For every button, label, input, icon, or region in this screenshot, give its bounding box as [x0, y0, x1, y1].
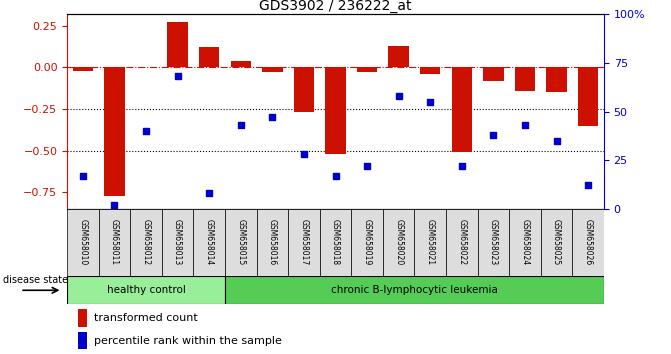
Bar — [541, 209, 572, 276]
Bar — [509, 209, 541, 276]
Point — [393, 93, 404, 99]
Point — [456, 163, 467, 169]
Point — [267, 115, 278, 120]
Bar — [483, 67, 504, 81]
Bar — [357, 67, 377, 73]
Text: GSM658012: GSM658012 — [142, 219, 150, 266]
Text: GSM658025: GSM658025 — [552, 219, 561, 266]
Bar — [515, 67, 535, 91]
Point — [204, 190, 215, 196]
Bar — [389, 46, 409, 67]
Point — [172, 74, 183, 79]
Text: percentile rank within the sample: percentile rank within the sample — [94, 336, 282, 346]
Bar — [262, 67, 282, 73]
Bar — [104, 67, 125, 195]
Bar — [130, 209, 162, 276]
Bar — [99, 209, 130, 276]
Bar — [572, 209, 604, 276]
Point — [519, 122, 530, 128]
Text: GSM658020: GSM658020 — [394, 219, 403, 266]
Bar — [67, 209, 99, 276]
Text: GSM658011: GSM658011 — [110, 219, 119, 266]
Bar — [352, 209, 383, 276]
Bar — [325, 67, 346, 154]
Text: GSM658024: GSM658024 — [521, 219, 529, 266]
Text: GSM658026: GSM658026 — [584, 219, 592, 266]
Point — [141, 128, 152, 134]
Text: GSM658023: GSM658023 — [489, 219, 498, 266]
Bar — [446, 209, 478, 276]
Bar — [420, 67, 440, 74]
Bar — [72, 67, 93, 71]
Bar — [78, 309, 87, 327]
Bar — [256, 209, 288, 276]
Text: chronic B-lymphocytic leukemia: chronic B-lymphocytic leukemia — [331, 285, 498, 295]
Point — [488, 132, 499, 138]
Text: GSM658014: GSM658014 — [205, 219, 213, 266]
Point — [330, 173, 341, 179]
Bar — [415, 209, 446, 276]
Bar — [546, 67, 567, 92]
Text: GSM658022: GSM658022 — [458, 219, 466, 266]
Text: GSM658016: GSM658016 — [268, 219, 277, 266]
Bar — [383, 209, 415, 276]
Point — [582, 183, 593, 188]
Bar — [319, 209, 352, 276]
Bar — [225, 209, 256, 276]
Point — [236, 122, 246, 128]
Point — [425, 99, 435, 105]
Bar — [288, 209, 319, 276]
Bar — [231, 61, 251, 67]
Point — [109, 202, 120, 208]
Point — [78, 173, 89, 179]
Point — [551, 138, 562, 144]
Bar — [193, 209, 225, 276]
Text: GSM658018: GSM658018 — [331, 219, 340, 266]
Bar — [478, 209, 509, 276]
Bar — [294, 67, 314, 112]
Text: GSM658017: GSM658017 — [299, 219, 309, 266]
Title: GDS3902 / 236222_at: GDS3902 / 236222_at — [259, 0, 412, 13]
Bar — [162, 209, 193, 276]
Text: GSM658021: GSM658021 — [425, 219, 435, 266]
Text: GSM658015: GSM658015 — [236, 219, 246, 266]
Bar — [452, 67, 472, 152]
Text: GSM658013: GSM658013 — [173, 219, 182, 266]
Bar — [199, 47, 219, 67]
Bar — [578, 67, 599, 126]
Point — [362, 163, 372, 169]
Text: transformed count: transformed count — [94, 313, 198, 323]
Text: healthy control: healthy control — [107, 285, 185, 295]
Point — [299, 152, 309, 157]
Bar — [225, 276, 604, 304]
Bar — [67, 276, 225, 304]
Text: disease state: disease state — [3, 275, 68, 285]
Bar — [78, 332, 87, 349]
Text: GSM658010: GSM658010 — [79, 219, 87, 266]
Bar — [167, 23, 188, 67]
Text: GSM658019: GSM658019 — [362, 219, 372, 266]
